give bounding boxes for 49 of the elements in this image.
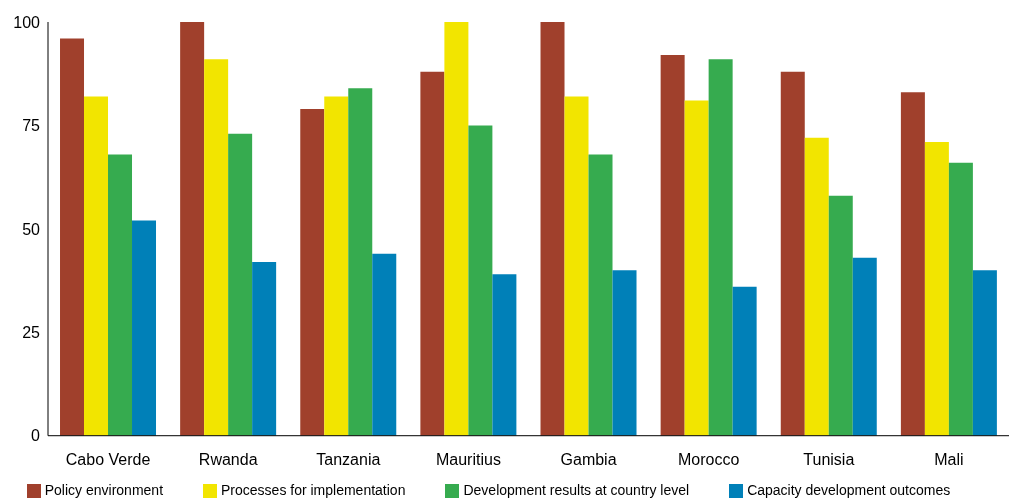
y-tick-label: 50 xyxy=(22,220,41,238)
bar xyxy=(828,195,853,436)
y-tick-label: 75 xyxy=(22,117,41,135)
legend-label: Capacity development outcomes xyxy=(747,481,951,498)
bar xyxy=(588,154,613,436)
bar xyxy=(924,141,949,436)
bar xyxy=(204,59,229,436)
bar xyxy=(492,274,517,436)
bar xyxy=(468,125,493,436)
bar xyxy=(324,96,349,436)
bar xyxy=(852,257,877,436)
x-tick-label: Tanzania xyxy=(316,451,381,469)
x-tick-label: Gambia xyxy=(560,451,617,469)
bar xyxy=(132,220,157,436)
bar xyxy=(540,22,565,436)
x-tick-label: Morocco xyxy=(678,451,740,469)
bar xyxy=(948,162,973,436)
y-tick-label: 100 xyxy=(13,13,41,31)
legend-label: Development results at country level xyxy=(463,481,690,498)
bar xyxy=(60,38,85,436)
bar xyxy=(708,59,733,436)
x-tick-label: Rwanda xyxy=(198,451,258,469)
bar xyxy=(108,154,133,436)
x-tick-label: Mauritius xyxy=(435,451,501,469)
bar xyxy=(300,108,325,436)
bar xyxy=(444,22,469,436)
legend-label: Processes for implementation xyxy=(221,481,406,498)
bar xyxy=(804,137,829,436)
bar xyxy=(252,261,277,436)
bar xyxy=(564,96,589,436)
bar xyxy=(900,92,925,436)
bar xyxy=(372,253,397,436)
bar xyxy=(660,55,685,436)
bar xyxy=(780,71,805,436)
bar xyxy=(612,270,637,436)
bar xyxy=(420,71,445,436)
y-tick-label: 25 xyxy=(22,323,41,341)
bar xyxy=(228,133,253,436)
y-tick-label: 0 xyxy=(31,427,41,445)
x-tick-label: Tunisia xyxy=(803,451,855,469)
bar xyxy=(84,96,109,436)
legend-label: Policy environment xyxy=(44,481,164,498)
bar xyxy=(972,270,997,436)
x-tick-label: Cabo Verde xyxy=(65,451,151,469)
bar xyxy=(348,88,373,436)
bar xyxy=(684,100,709,436)
bar xyxy=(732,286,757,436)
bar xyxy=(180,22,205,436)
x-tick-label: Mali xyxy=(934,451,964,469)
